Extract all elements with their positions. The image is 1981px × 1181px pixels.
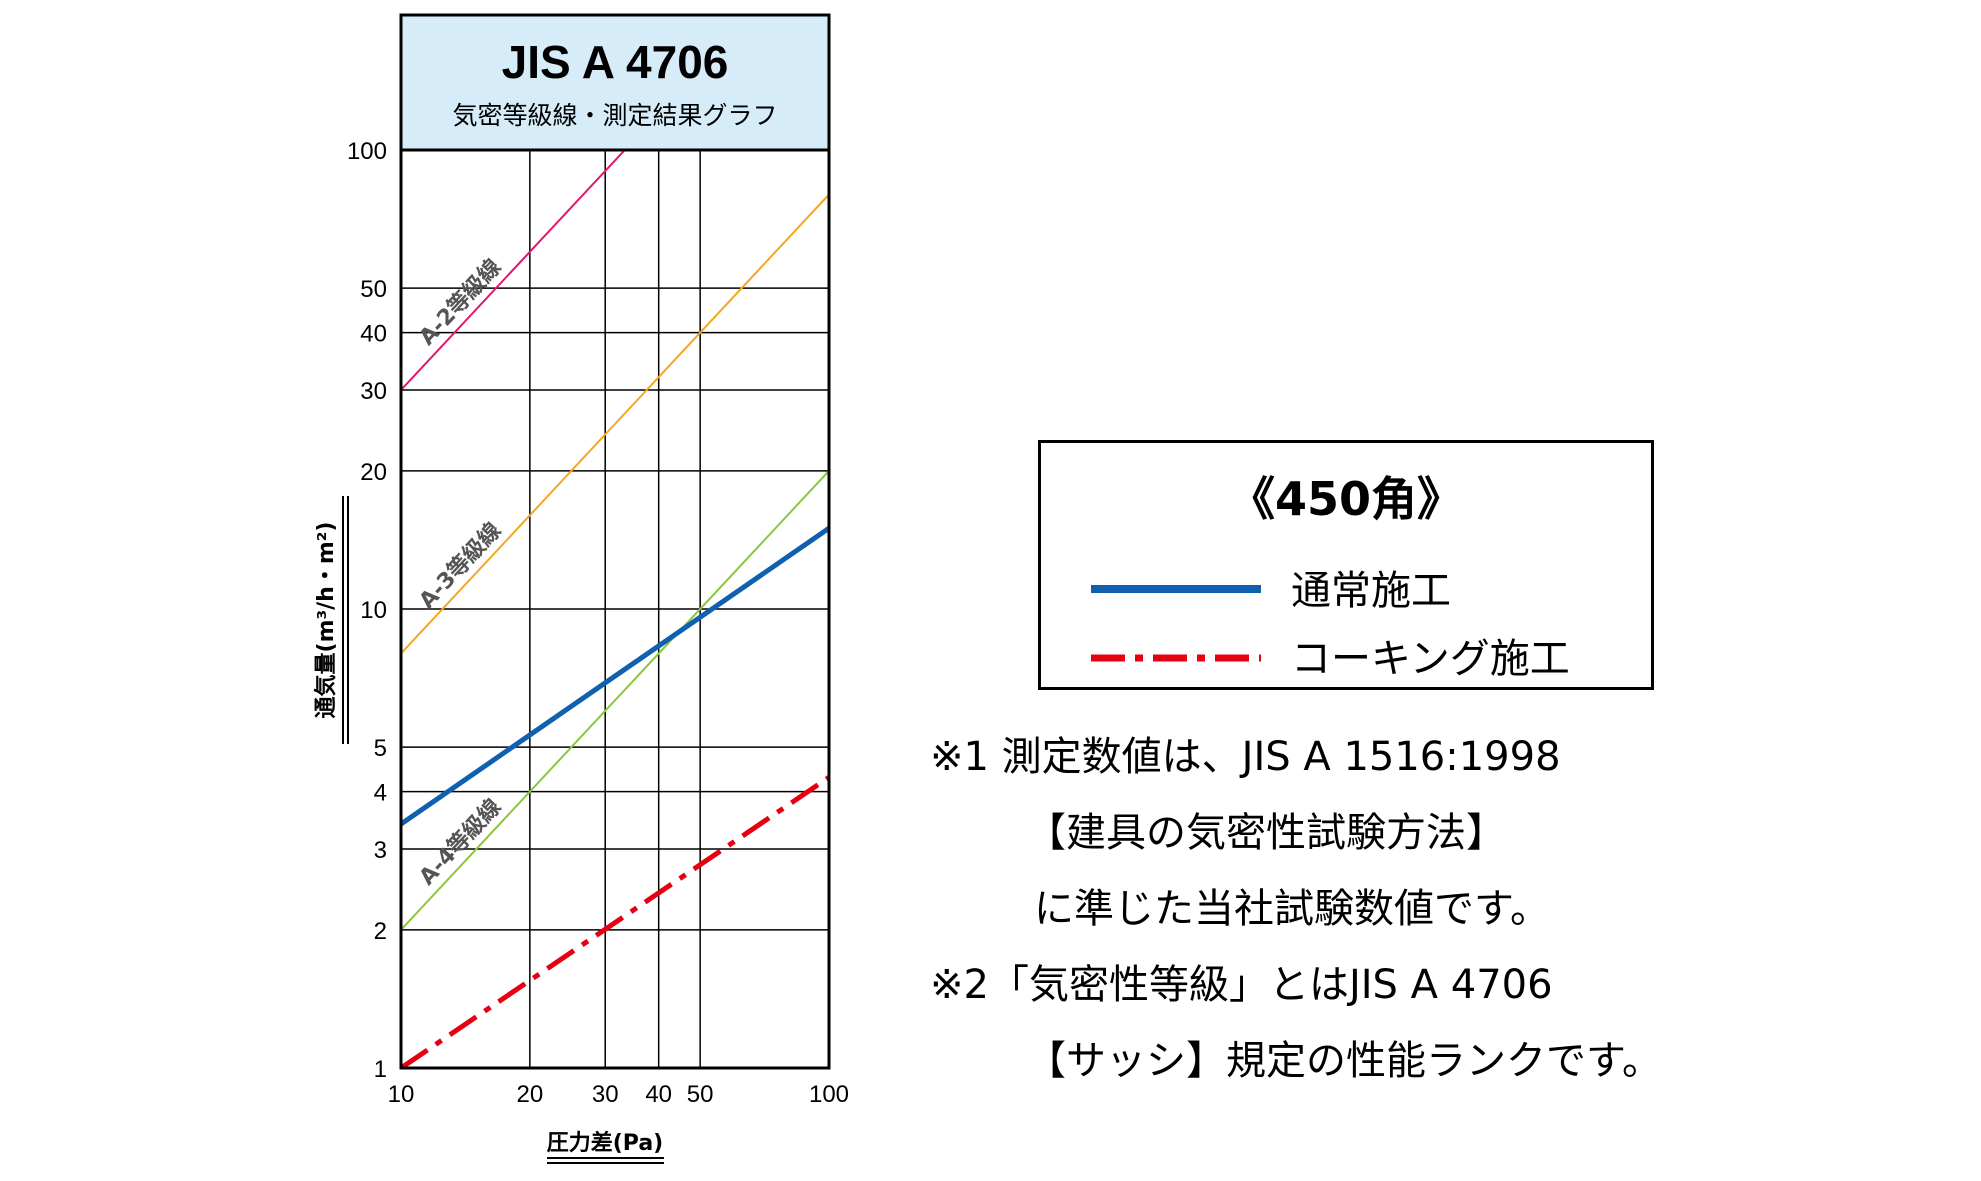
- chart-header: [399, 13, 831, 152]
- chart-title: JIS A 4706: [502, 36, 729, 88]
- legend-item-caulking: コーキング施工: [1091, 629, 1631, 689]
- legend-title: 《450角》: [1228, 472, 1464, 526]
- series-line-3: [401, 526, 829, 827]
- series-line-1: [401, 193, 829, 655]
- y-tick-20: 20: [360, 459, 387, 486]
- note-2-line-1: ※2「気密性等級」とはJIS A 4706: [930, 962, 1553, 1008]
- legend: 《450角》 通常施工 コーキング施工: [1038, 440, 1654, 690]
- chart-subtitle: 気密等級線・測定結果グラフ: [452, 101, 777, 130]
- series-line-4: [401, 775, 829, 1068]
- note-1-line-2: 【建具の気密性試験方法】: [1026, 810, 1506, 856]
- legend-item-normal: 通常施工: [1091, 561, 1631, 621]
- y-tick-5: 5: [374, 735, 387, 762]
- series-line-2: [401, 470, 829, 931]
- y-tick-2: 2: [374, 918, 387, 945]
- y-tick-100: 100: [347, 138, 387, 165]
- legend-label-normal: 通常施工: [1291, 568, 1451, 614]
- legend-swatch-normal: [1091, 585, 1261, 593]
- series-line-0: [401, 150, 627, 391]
- y-axis-label: 通気量(m³/h・m²): [313, 522, 339, 719]
- y-tick-40: 40: [360, 321, 387, 348]
- note-1-line-3: に準じた当社試験数値です。: [1034, 886, 1550, 932]
- y-tick-3: 3: [374, 837, 387, 864]
- y-tick-30: 30: [360, 378, 387, 405]
- x-tick-10: 10: [388, 1081, 415, 1108]
- y-tick-labels: 1 2 3 4 5 10 20 30 40 50 100: [347, 138, 387, 1083]
- y-tick-10: 10: [360, 597, 387, 624]
- grade-label-0: A-2等級線: [414, 254, 506, 350]
- x-tick-30: 30: [592, 1081, 619, 1108]
- y-tick-4: 4: [374, 780, 387, 807]
- x-tick-100: 100: [809, 1081, 849, 1108]
- y-tick-50: 50: [360, 276, 387, 303]
- x-tick-20: 20: [516, 1081, 543, 1108]
- note-2-line-2: 【サッシ】規定の性能ランクです。: [1026, 1038, 1662, 1084]
- legend-label-caulking: コーキング施工: [1291, 636, 1570, 682]
- x-axis-label: 圧力差(Pa): [547, 1130, 664, 1156]
- note-1-line-1: ※1 測定数値は、JIS A 1516:1998: [930, 734, 1561, 780]
- x-tick-40: 40: [645, 1081, 672, 1108]
- grade-label-1: A-3等級線: [414, 518, 506, 614]
- y-tick-1: 1: [374, 1056, 387, 1083]
- legend-swatch-caulking: [1091, 654, 1261, 662]
- plot-frame: [399, 148, 831, 1070]
- x-tick-50: 50: [687, 1081, 714, 1108]
- x-tick-labels: 10 20 30 40 50 100: [388, 1081, 849, 1108]
- series-lines: [401, 150, 829, 1068]
